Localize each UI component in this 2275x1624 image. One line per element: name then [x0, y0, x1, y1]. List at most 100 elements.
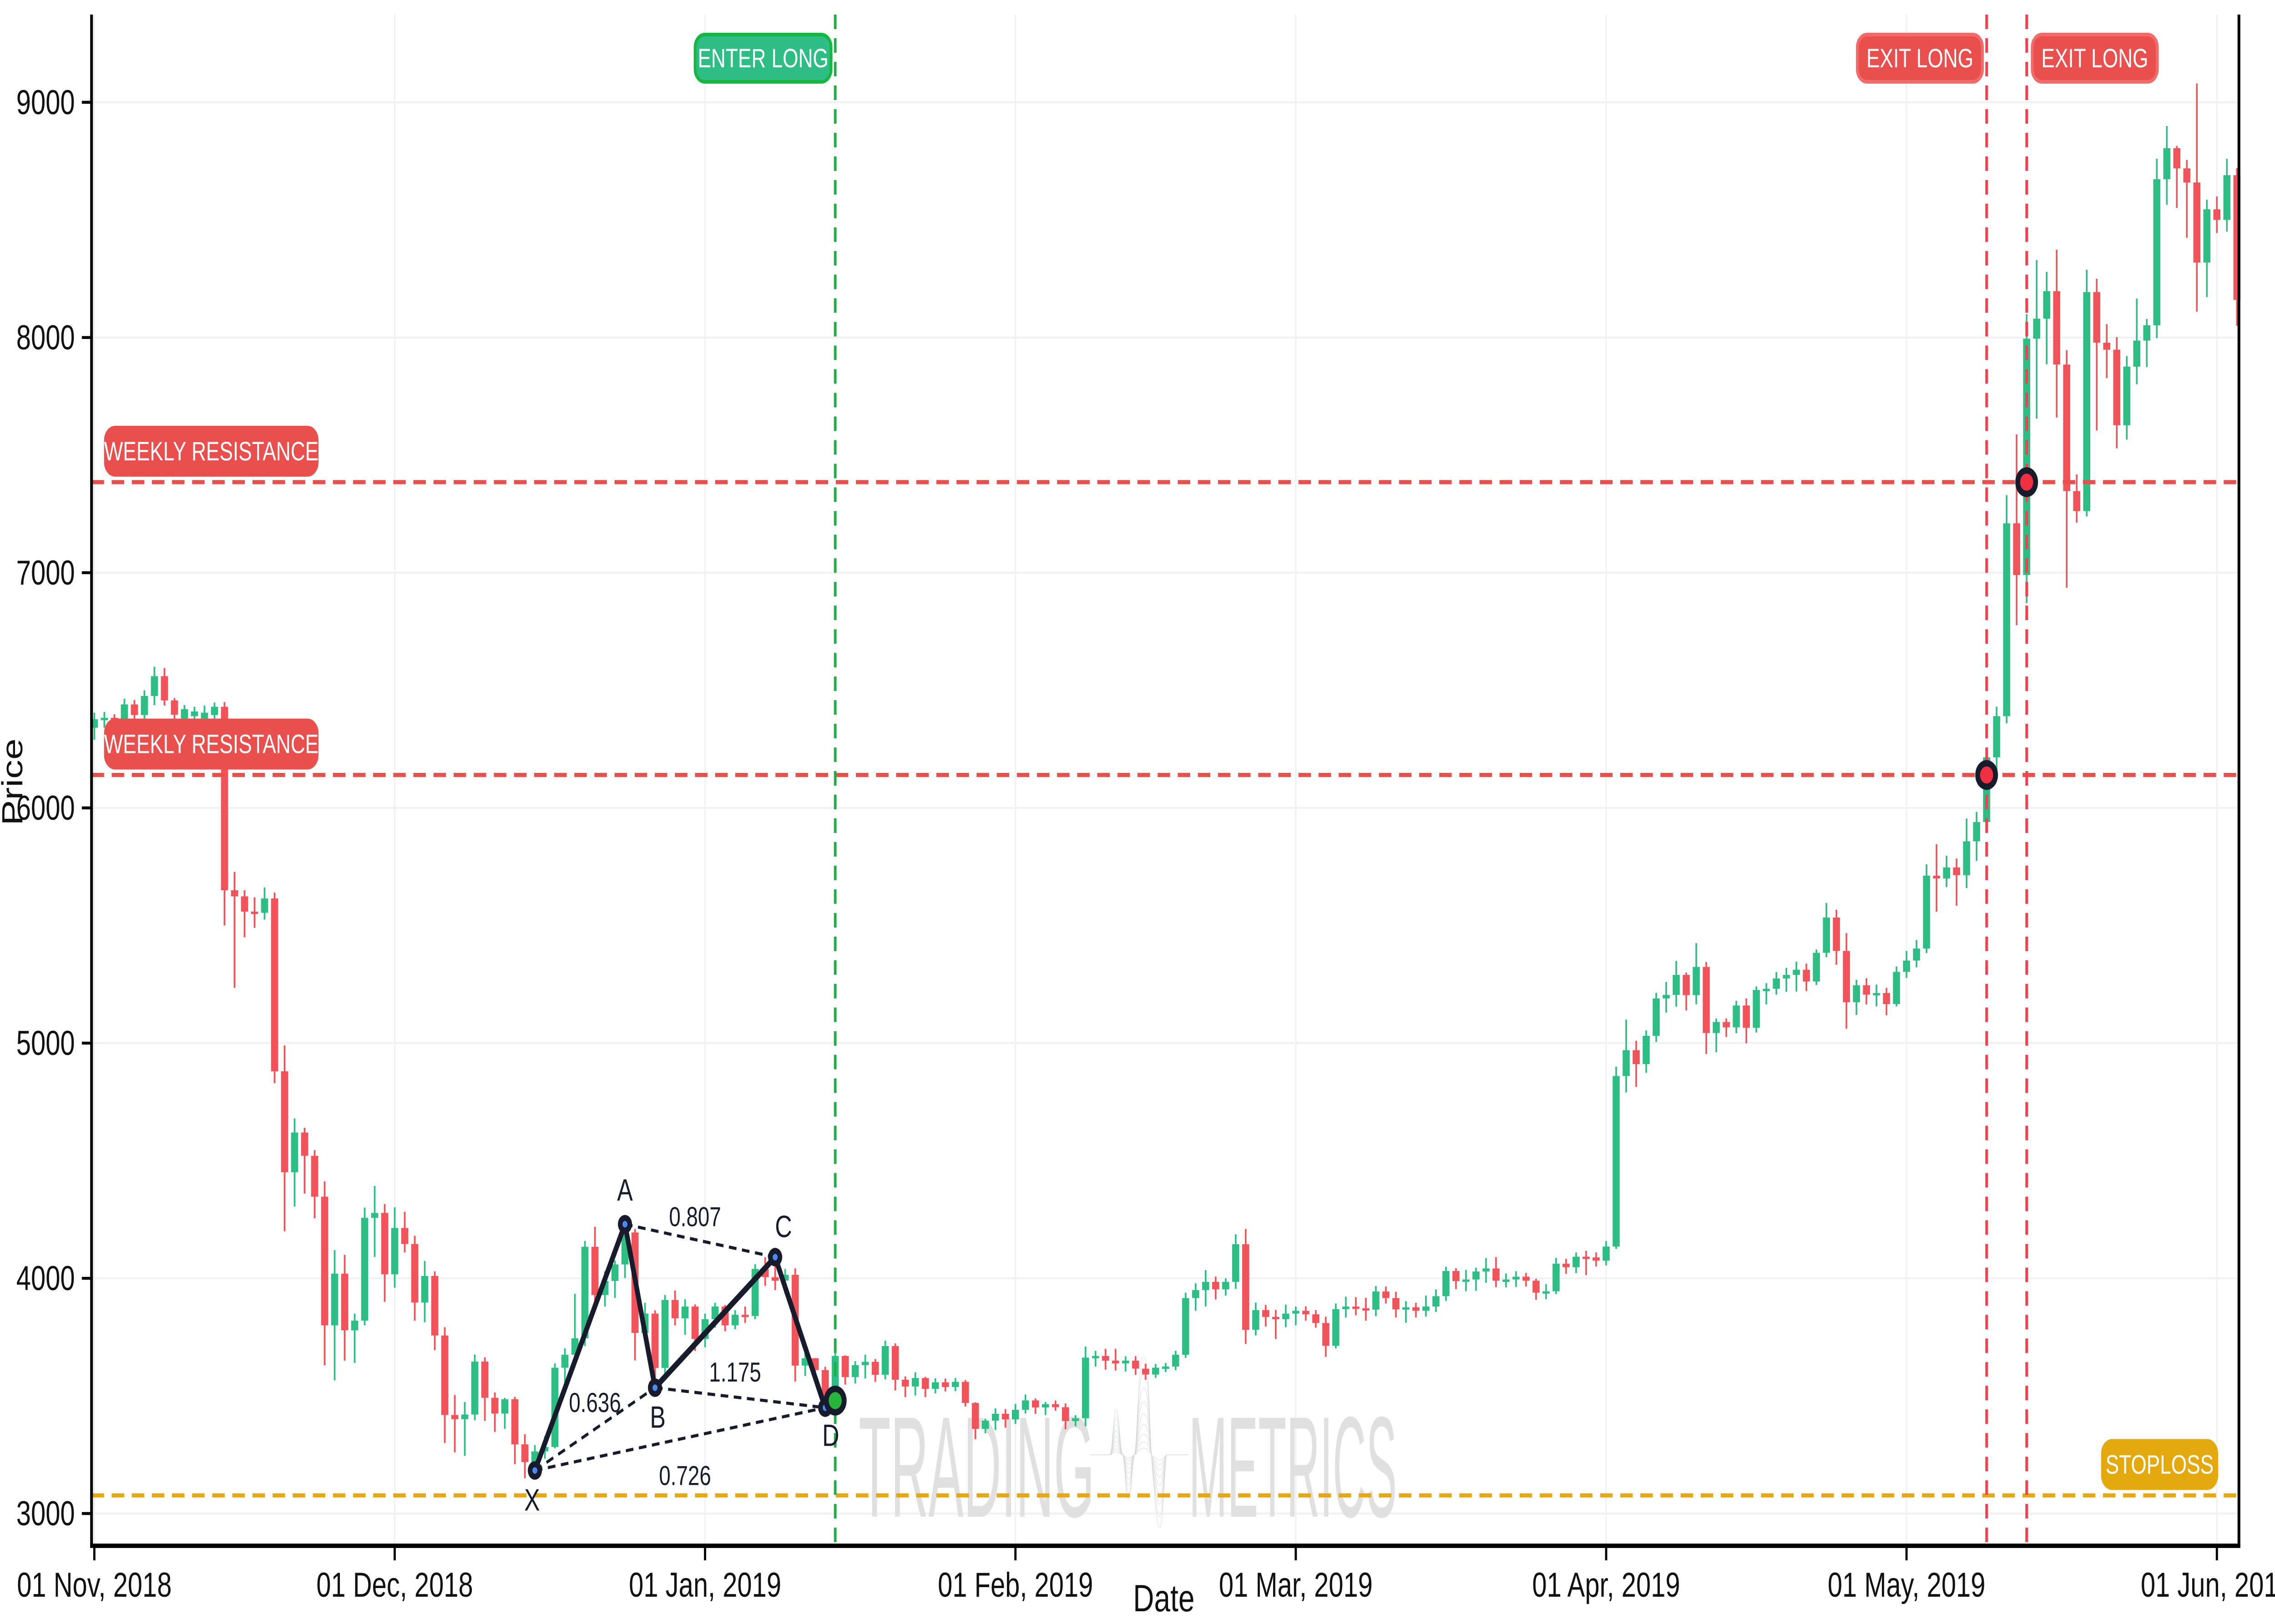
candle: [911, 1372, 919, 1396]
candle: [261, 887, 268, 920]
candle: [501, 1397, 509, 1429]
candle-body: [1613, 1076, 1620, 1247]
enter-long-label-text: ENTER LONG: [698, 43, 828, 73]
candle: [611, 1260, 619, 1298]
candle: [2223, 158, 2231, 232]
candle: [1643, 1030, 1650, 1073]
candle: [521, 1434, 529, 1478]
candle: [1282, 1304, 1289, 1327]
candle: [1041, 1402, 1049, 1415]
candle: [1763, 983, 1770, 1005]
candle: [941, 1378, 949, 1392]
candle: [2063, 350, 2070, 588]
candle-body: [1202, 1281, 1209, 1290]
candle-body: [1592, 1257, 1600, 1261]
candle: [1352, 1297, 1360, 1316]
candle: [671, 1290, 679, 1326]
stoploss-label-box: [2101, 1439, 2218, 1490]
candle: [1472, 1267, 1480, 1291]
candle-body: [1452, 1271, 1460, 1281]
candle: [1242, 1229, 1249, 1344]
pattern-letter-X: X: [524, 1483, 540, 1517]
weekly-resistance-label-text: WEEKLY RESISTANCE: [104, 729, 319, 759]
candle-body: [1021, 1400, 1029, 1410]
candle: [1122, 1356, 1129, 1372]
candle-body: [481, 1362, 489, 1398]
pattern-letter-C: C: [775, 1209, 792, 1244]
candle: [1332, 1303, 1340, 1349]
candle: [1803, 963, 1810, 991]
watermark-pulse-icon: [1091, 1356, 1188, 1528]
exit-long-label-text: EXIT LONG: [1866, 43, 1973, 73]
watermark-curve: [1091, 1434, 1188, 1470]
candle: [291, 1118, 298, 1207]
x-tick-label: 01 Dec, 2018: [316, 1566, 473, 1604]
candle: [741, 1306, 749, 1323]
candle: [1192, 1283, 1199, 1311]
candle: [161, 668, 168, 706]
candle-body: [1472, 1271, 1480, 1280]
candle-body: [1863, 985, 1870, 995]
candle-body: [1663, 995, 1670, 999]
candle: [1703, 962, 1710, 1054]
candle: [361, 1207, 369, 1326]
candle-body: [201, 712, 208, 719]
candle: [1062, 1403, 1069, 1430]
candle-body: [1893, 972, 1900, 1004]
candle: [971, 1402, 979, 1439]
candle: [1432, 1289, 1440, 1312]
candle: [1633, 1040, 1640, 1087]
pattern-point-dot: [652, 1384, 658, 1391]
candle: [901, 1376, 909, 1397]
trade-signal-label: EXIT LONG: [2031, 32, 2159, 84]
candle-body: [1442, 1271, 1450, 1296]
candle: [1442, 1266, 1450, 1301]
candle-body: [1062, 1407, 1069, 1421]
candle-body: [1522, 1276, 1530, 1281]
candle: [2003, 495, 2010, 723]
candle-body: [1082, 1357, 1089, 1418]
candle: [1663, 982, 1670, 1013]
candle-body: [1242, 1244, 1249, 1330]
candle-body: [991, 1413, 999, 1421]
candle: [1552, 1258, 1560, 1294]
candle: [1052, 1400, 1059, 1411]
candle-body: [1773, 978, 1780, 989]
candle-body: [741, 1315, 749, 1317]
candle-body: [1973, 822, 1980, 842]
candle-body: [1031, 1400, 1039, 1407]
candle: [1132, 1356, 1139, 1375]
candle-body: [1562, 1264, 1570, 1267]
candle-body: [1302, 1311, 1309, 1315]
candle-body: [2213, 209, 2221, 220]
candle-body: [1402, 1307, 1410, 1310]
candle: [2153, 158, 2161, 338]
candle: [1793, 962, 1800, 992]
candle-body: [151, 676, 158, 696]
candle-body: [611, 1264, 619, 1281]
candle-body: [141, 696, 148, 715]
trade-signal-label: EXIT LONG: [1855, 32, 1984, 84]
candle: [1272, 1310, 1279, 1339]
candle: [951, 1378, 959, 1392]
trade-signal-label: ENTER LONG: [693, 32, 833, 84]
exit-long-label-text: EXIT LONG: [2041, 43, 2148, 73]
x-tick-label: 01 Jun, 2019: [2141, 1566, 2275, 1604]
candle: [2073, 474, 2080, 523]
candle: [401, 1211, 409, 1253]
candle: [1502, 1273, 1510, 1288]
weekly-resistance-label-box: [104, 425, 319, 477]
candle: [281, 1045, 288, 1231]
pattern-point-dot: [622, 1221, 628, 1228]
candle-body: [511, 1399, 519, 1445]
candle: [1813, 949, 1820, 985]
candle: [471, 1354, 479, 1421]
candle-body: [211, 706, 218, 715]
candle-body: [2093, 292, 2101, 343]
candle-body: [1853, 985, 1860, 1003]
candle: [1582, 1251, 1590, 1275]
watermark-curve: [1091, 1424, 1188, 1478]
candle: [861, 1355, 869, 1379]
candle: [2093, 278, 2101, 431]
